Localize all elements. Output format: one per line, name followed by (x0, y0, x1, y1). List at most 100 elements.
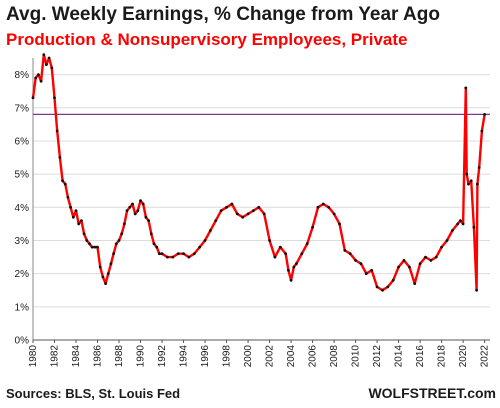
data-point (235, 212, 239, 216)
data-point (476, 182, 479, 186)
x-tick-label: 1996 (200, 345, 211, 368)
y-tick-label: 8% (15, 70, 30, 81)
data-point (219, 209, 223, 213)
data-point (123, 222, 126, 226)
data-point (418, 262, 422, 266)
data-point (104, 282, 107, 285)
chart-subtitle: Production & Nonsupervisory Employees, P… (6, 30, 408, 49)
data-point (166, 255, 169, 259)
data-point (408, 265, 411, 269)
data-point (85, 239, 89, 242)
data-point (475, 288, 478, 292)
data-point (225, 205, 229, 209)
data-point (456, 222, 460, 226)
data-point (434, 255, 438, 259)
data-point (359, 262, 363, 266)
data-point (459, 219, 462, 223)
data-point (90, 245, 94, 249)
data-point (136, 209, 140, 213)
data-point (128, 205, 132, 209)
data-point (198, 245, 202, 249)
data-point (144, 215, 148, 219)
data-point (214, 219, 218, 223)
data-point (262, 212, 266, 216)
data-point (252, 209, 255, 213)
data-point (381, 288, 384, 292)
data-point (114, 242, 118, 246)
series-earnings (31, 53, 486, 292)
data-point (155, 245, 159, 249)
data-point (96, 245, 99, 249)
x-tick-label: 2018 (437, 345, 448, 368)
x-tick-label: 2002 (265, 345, 276, 368)
data-point (311, 225, 314, 229)
data-point (464, 86, 468, 90)
data-point (63, 182, 67, 186)
x-axis-ticks: 1980 1982 1984 1986 1988 1990 1992 1994 1996 1998… (28, 340, 491, 367)
data-point (370, 268, 374, 272)
data-point (402, 259, 406, 262)
series-line (31, 53, 486, 292)
data-point (451, 229, 454, 232)
brand-label: WOLFSTREET.com (368, 385, 496, 401)
y-tick-label: 0% (15, 336, 30, 347)
x-tick-label: 2006 (308, 345, 319, 368)
data-point (125, 209, 129, 213)
grid-lines (32, 58, 490, 341)
source-note: Sources: BLS, St. Louis Fed (6, 386, 181, 401)
data-point (69, 205, 72, 209)
data-point (469, 179, 473, 183)
data-point (53, 96, 56, 100)
data-point (149, 232, 153, 236)
data-point (192, 252, 196, 256)
data-point (101, 275, 105, 279)
x-tick-label: 2020 (458, 345, 469, 368)
x-tick-label: 2000 (243, 345, 254, 368)
data-point (71, 215, 75, 219)
y-tick-label: 4% (15, 203, 30, 214)
data-point (424, 255, 427, 259)
data-point (209, 229, 212, 232)
data-point (74, 209, 78, 213)
x-tick-label: 2004 (286, 345, 297, 368)
data-point (80, 219, 83, 223)
data-point (316, 205, 320, 209)
data-point (139, 199, 142, 203)
data-point (120, 232, 124, 236)
data-point (131, 202, 134, 206)
chart-title: Avg. Weekly Earnings, % Change from Year… (6, 4, 440, 25)
data-point (332, 212, 336, 216)
data-point (268, 239, 271, 242)
data-point (55, 129, 59, 133)
data-point (292, 265, 296, 269)
x-tick-label: 1988 (114, 345, 125, 368)
data-point (295, 262, 298, 266)
y-tick-label: 2% (15, 269, 30, 280)
y-tick-label: 5% (15, 170, 30, 181)
y-tick-label: 7% (15, 103, 30, 114)
data-point (157, 252, 161, 256)
x-tick-label: 2022 (480, 345, 491, 368)
data-point (147, 219, 151, 223)
data-point (93, 245, 97, 249)
x-tick-label: 2014 (394, 345, 405, 368)
data-point (327, 205, 331, 209)
x-tick-label: 2016 (415, 345, 426, 368)
x-tick-label: 1982 (50, 345, 61, 368)
data-point (375, 285, 379, 289)
data-point (182, 252, 185, 256)
data-point (338, 222, 341, 226)
x-tick-label: 1994 (179, 345, 190, 368)
x-tick-label: 2008 (329, 345, 340, 368)
data-point (133, 212, 137, 216)
data-point (480, 129, 484, 133)
x-tick-label: 2010 (351, 345, 362, 368)
x-tick-label: 1984 (71, 345, 82, 368)
x-tick-label: 1998 (222, 345, 233, 368)
data-point (241, 215, 245, 219)
data-point (117, 239, 121, 242)
data-point (305, 242, 309, 246)
data-point (477, 166, 481, 169)
data-point (82, 232, 86, 236)
data-point (106, 272, 110, 275)
